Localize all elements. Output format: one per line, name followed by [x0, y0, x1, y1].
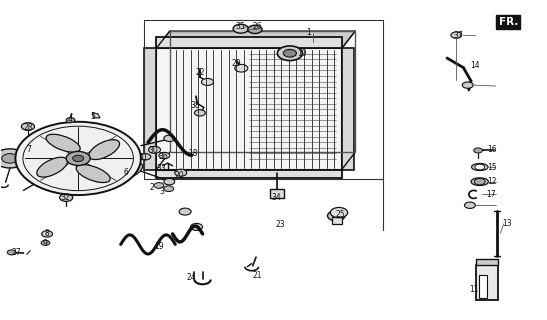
- Text: 16: 16: [487, 145, 497, 154]
- Text: 25: 25: [335, 210, 345, 219]
- Bar: [333, 217, 342, 224]
- Circle shape: [21, 144, 37, 153]
- Circle shape: [2, 154, 18, 163]
- Circle shape: [328, 211, 345, 221]
- Bar: [144, 49, 156, 170]
- Text: 13: 13: [502, 219, 512, 228]
- Text: 30: 30: [149, 146, 158, 155]
- Circle shape: [474, 148, 482, 153]
- Circle shape: [73, 155, 84, 162]
- Text: 24: 24: [187, 273, 196, 282]
- Bar: [156, 37, 342, 49]
- Circle shape: [41, 240, 50, 245]
- Text: 15: 15: [487, 163, 497, 172]
- Text: 3: 3: [159, 187, 164, 196]
- Circle shape: [194, 110, 205, 116]
- Circle shape: [159, 152, 170, 159]
- Ellipse shape: [112, 162, 143, 180]
- Circle shape: [330, 207, 348, 218]
- Circle shape: [248, 25, 262, 34]
- Text: 28: 28: [23, 123, 33, 132]
- Circle shape: [26, 147, 32, 151]
- Text: 26: 26: [252, 22, 262, 31]
- Circle shape: [277, 46, 302, 60]
- Circle shape: [0, 149, 26, 168]
- Bar: [156, 49, 342, 170]
- Circle shape: [164, 135, 174, 141]
- Text: 34: 34: [271, 193, 281, 202]
- Text: 18: 18: [188, 149, 197, 158]
- Circle shape: [474, 179, 485, 185]
- Text: 9: 9: [43, 239, 48, 248]
- Circle shape: [66, 118, 75, 123]
- Circle shape: [475, 164, 485, 170]
- Text: 20: 20: [175, 171, 184, 180]
- Ellipse shape: [471, 178, 488, 186]
- Text: 2: 2: [150, 183, 155, 192]
- Circle shape: [462, 82, 473, 88]
- Text: 38: 38: [190, 101, 200, 110]
- Text: 33: 33: [157, 164, 166, 173]
- Text: 12: 12: [487, 177, 497, 186]
- Circle shape: [42, 231, 53, 237]
- Text: 37: 37: [453, 31, 463, 40]
- Circle shape: [174, 169, 187, 176]
- Bar: [476, 265, 498, 300]
- Bar: [476, 259, 498, 265]
- Text: 19: 19: [154, 242, 164, 251]
- Text: 36: 36: [159, 152, 168, 161]
- Polygon shape: [92, 113, 100, 118]
- Circle shape: [201, 78, 213, 85]
- Bar: [156, 170, 342, 178]
- Circle shape: [233, 24, 248, 33]
- Text: 22: 22: [196, 68, 205, 77]
- Circle shape: [66, 151, 90, 165]
- Bar: [342, 49, 354, 170]
- Circle shape: [149, 146, 161, 153]
- Circle shape: [15, 122, 141, 195]
- Circle shape: [451, 32, 462, 38]
- Text: 7: 7: [27, 145, 32, 154]
- Text: 8: 8: [45, 229, 49, 238]
- Ellipse shape: [37, 157, 67, 177]
- Bar: [170, 31, 356, 152]
- Circle shape: [283, 50, 296, 57]
- Text: 21: 21: [252, 271, 262, 280]
- Circle shape: [60, 194, 73, 201]
- Circle shape: [140, 154, 151, 160]
- Bar: [270, 189, 284, 198]
- Text: 17: 17: [486, 189, 496, 199]
- Ellipse shape: [89, 140, 120, 160]
- Text: 31: 31: [139, 153, 148, 162]
- Circle shape: [7, 250, 16, 255]
- Bar: [479, 275, 487, 298]
- Circle shape: [190, 223, 202, 230]
- Polygon shape: [156, 31, 356, 49]
- Text: 35: 35: [236, 22, 246, 31]
- Circle shape: [235, 64, 248, 72]
- Text: 32: 32: [60, 193, 70, 202]
- Circle shape: [164, 179, 174, 185]
- Text: 6: 6: [123, 168, 128, 177]
- Text: 11: 11: [469, 285, 479, 294]
- Text: 5: 5: [90, 112, 95, 121]
- Text: 1: 1: [306, 28, 311, 37]
- Circle shape: [154, 183, 164, 188]
- Text: FR.: FR.: [498, 17, 518, 27]
- Text: 23: 23: [275, 220, 285, 229]
- Circle shape: [21, 123, 34, 130]
- Circle shape: [464, 202, 475, 208]
- Ellipse shape: [46, 134, 80, 152]
- Text: 14: 14: [470, 61, 480, 70]
- Text: 4: 4: [68, 115, 73, 124]
- Circle shape: [164, 186, 173, 192]
- Ellipse shape: [472, 164, 488, 171]
- Circle shape: [179, 208, 191, 215]
- Text: 29: 29: [231, 59, 241, 68]
- Text: 27: 27: [11, 248, 21, 257]
- Text: 10: 10: [297, 49, 307, 58]
- Ellipse shape: [76, 164, 110, 182]
